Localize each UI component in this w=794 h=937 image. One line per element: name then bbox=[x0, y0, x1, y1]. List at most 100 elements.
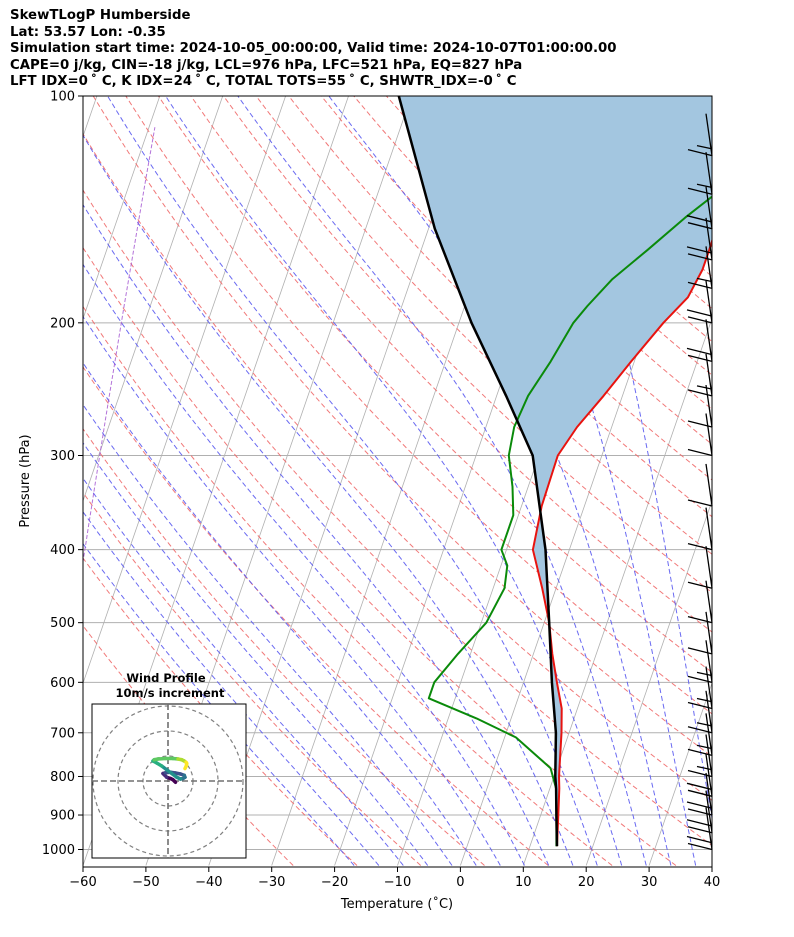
data-clip bbox=[397, 96, 712, 847]
barb-flag bbox=[687, 316, 713, 324]
isotherm-line bbox=[648, 681, 712, 866]
dry-adiabat-line bbox=[83, 557, 358, 866]
barb-flag bbox=[687, 187, 713, 195]
isotherm-line bbox=[711, 864, 712, 866]
wind-barb bbox=[687, 507, 713, 551]
wind-barbs bbox=[686, 113, 713, 851]
wind-barb bbox=[686, 217, 713, 261]
wind-barb bbox=[686, 280, 713, 324]
moist-adiabat-line bbox=[83, 203, 550, 866]
barb-flag bbox=[687, 647, 713, 655]
dry-adiabat-line bbox=[223, 96, 712, 594]
x-axis-label: Temperature (˚C) bbox=[340, 896, 453, 912]
barb-flag bbox=[686, 309, 712, 317]
barb-flag bbox=[687, 354, 713, 363]
wind-barb bbox=[686, 807, 713, 851]
barb-half-flag bbox=[696, 277, 712, 282]
barb-half-flag bbox=[696, 145, 712, 150]
barb-shaft bbox=[705, 384, 713, 428]
moist-adiabat-line bbox=[438, 96, 697, 866]
moist-adiabat-line bbox=[83, 134, 574, 866]
y-tick-label: 200 bbox=[50, 316, 75, 331]
data-layer bbox=[397, 96, 712, 847]
barb-flag bbox=[686, 246, 712, 254]
y-tick-label: 1000 bbox=[42, 843, 75, 858]
wind-barb bbox=[687, 734, 713, 778]
barb-half-flag bbox=[696, 765, 712, 771]
hodograph-clip bbox=[92, 704, 246, 858]
wind-barb bbox=[687, 580, 713, 624]
moist-adiabat-line bbox=[83, 263, 525, 866]
barb-flag bbox=[687, 581, 713, 589]
dry-adiabat-line bbox=[190, 96, 712, 633]
barb-shaft bbox=[705, 690, 713, 733]
dry-adiabat-line bbox=[83, 132, 712, 801]
moist-adiabat-line bbox=[83, 403, 453, 866]
barb-half-flag bbox=[696, 697, 712, 703]
y-tick-label: 300 bbox=[50, 449, 75, 464]
barb-flag bbox=[687, 789, 713, 797]
cape-cin-shading bbox=[398, 96, 712, 847]
y-tick-label: 700 bbox=[50, 726, 75, 741]
barb-flag bbox=[686, 347, 712, 356]
isotherm-line bbox=[585, 499, 712, 866]
y-axis-label: Pressure (hPa) bbox=[18, 434, 33, 527]
wind-barb bbox=[686, 772, 713, 816]
moist-adiabat-line bbox=[545, 96, 712, 822]
dry-adiabat-line bbox=[92, 96, 712, 758]
moist-adiabat-line bbox=[83, 477, 404, 866]
dry-adiabat-line bbox=[83, 305, 613, 866]
barb-flag bbox=[687, 616, 713, 624]
chart-title: SkewTLogP Humberside bbox=[10, 8, 191, 23]
moist-adiabat-line bbox=[83, 315, 501, 866]
barb-flag bbox=[687, 808, 713, 816]
isotherm-line bbox=[522, 317, 712, 866]
barb-half-flag bbox=[696, 671, 712, 676]
isotherm-line bbox=[83, 96, 224, 503]
wind-barb bbox=[687, 384, 713, 428]
location-line: Lat: 53.57 Lon: -0.35 bbox=[10, 24, 166, 40]
x-tick-label: −40 bbox=[195, 875, 222, 890]
dry-adiabat-line bbox=[83, 189, 712, 847]
x-tick-label: −20 bbox=[321, 875, 348, 890]
barb-flag bbox=[687, 675, 713, 683]
barb-half-flag bbox=[696, 385, 712, 390]
index-line: LFT IDX=0 ˚ C, K IDX=24 ˚ C, TOTAL TOTS=… bbox=[10, 74, 517, 89]
barb-shaft bbox=[705, 413, 713, 456]
parcel-line bbox=[397, 96, 559, 847]
wind-barb bbox=[687, 353, 713, 397]
hodograph-trace-segment bbox=[183, 764, 188, 771]
moist-adiabat-line bbox=[83, 361, 477, 866]
barb-flag bbox=[687, 701, 713, 710]
barb-half-flag bbox=[696, 722, 712, 727]
cape-line: CAPE=0 j/kg, CIN=-18 j/kg, LCL=976 hPa, … bbox=[10, 57, 523, 73]
wind-barb bbox=[687, 690, 713, 734]
y-tick-label: 800 bbox=[50, 770, 75, 785]
time-line: Simulation start time: 2024-10-05_00:00:… bbox=[10, 41, 617, 56]
wind-barb bbox=[687, 113, 713, 157]
dry-adiabat-line bbox=[157, 96, 712, 673]
barb-flag bbox=[687, 281, 713, 289]
wind-barb bbox=[687, 666, 713, 710]
barb-flag bbox=[687, 253, 713, 261]
hodograph-subtitle: 10m/s increment bbox=[116, 686, 225, 700]
barb-shaft bbox=[705, 463, 713, 507]
dry-adiabat-line bbox=[83, 366, 549, 866]
x-tick-label: 40 bbox=[704, 875, 721, 890]
barb-shaft bbox=[705, 713, 713, 756]
barb-half-flag bbox=[696, 744, 712, 749]
barb-flag bbox=[687, 420, 713, 428]
barb-half-flag bbox=[696, 183, 712, 188]
barb-flag bbox=[687, 842, 713, 851]
barb-flag bbox=[687, 826, 713, 834]
x-tick-label: 20 bbox=[578, 875, 595, 890]
y-tick-label: 900 bbox=[50, 809, 75, 824]
axis-layer: −60 −50 −40 −30 −20 −10 0 10 20 30 40 100 200 300 400 5… bbox=[42, 90, 720, 891]
x-tick-label: 10 bbox=[515, 875, 532, 890]
barb-shaft bbox=[705, 507, 713, 550]
dry-adiabat-line bbox=[125, 96, 712, 715]
barb-flag bbox=[687, 726, 713, 734]
barb-flag bbox=[686, 835, 712, 844]
mixing-ratio-line bbox=[83, 127, 156, 565]
